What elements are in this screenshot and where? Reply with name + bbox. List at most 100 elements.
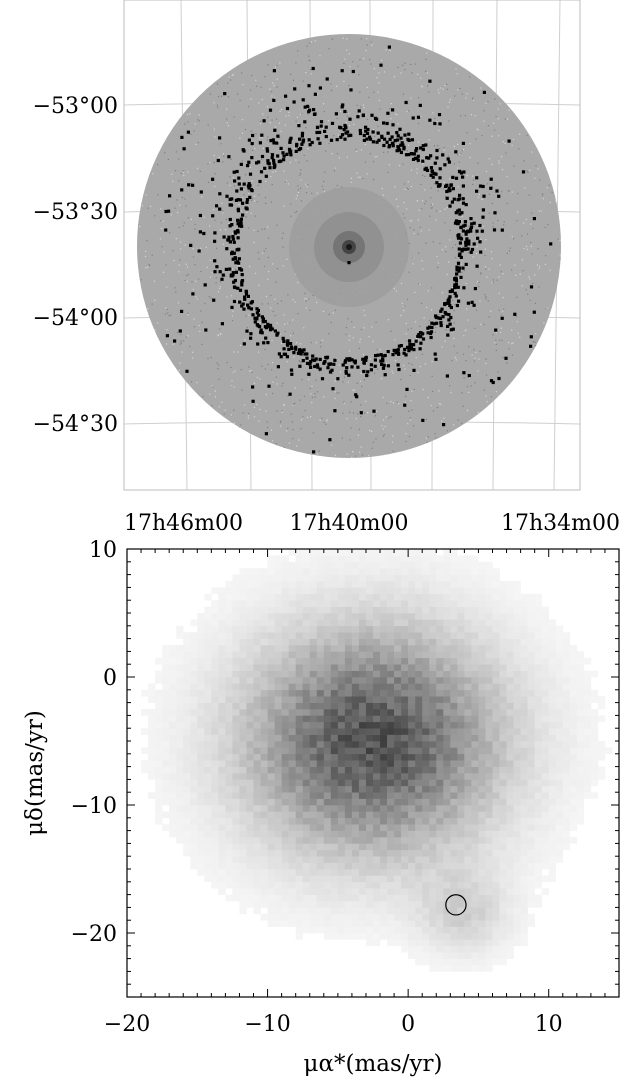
member-point xyxy=(467,242,471,246)
density-cell xyxy=(274,785,282,793)
field-speckle xyxy=(230,158,232,160)
density-cell xyxy=(239,625,247,633)
density-cell xyxy=(302,798,311,806)
field-speckle xyxy=(509,247,511,249)
density-cell xyxy=(267,657,275,665)
field-speckle xyxy=(515,274,517,276)
field-speckle xyxy=(235,268,237,270)
density-cell xyxy=(337,837,346,844)
density-cell xyxy=(450,869,458,876)
member-point xyxy=(451,187,455,191)
density-cell xyxy=(358,875,367,883)
density-cell xyxy=(408,689,416,697)
density-cell xyxy=(401,555,409,563)
density-cell xyxy=(190,766,198,774)
density-cell xyxy=(365,670,374,678)
member-point xyxy=(418,103,422,107)
field-speckle xyxy=(308,59,310,61)
member-point xyxy=(329,138,334,142)
member-point xyxy=(303,105,307,109)
density-cell xyxy=(365,600,374,607)
density-cell xyxy=(450,593,458,601)
field-speckle xyxy=(466,308,468,310)
density-cell xyxy=(408,549,416,556)
density-cell xyxy=(274,766,282,774)
density-cell xyxy=(408,869,416,876)
field-speckle xyxy=(491,202,493,204)
density-cell xyxy=(295,593,304,601)
member-point xyxy=(230,305,234,309)
density-cell xyxy=(274,901,282,908)
density-cell xyxy=(358,926,367,934)
field-speckle xyxy=(417,219,419,221)
field-speckle xyxy=(280,108,283,111)
density-cell xyxy=(155,805,163,812)
density-cell xyxy=(436,862,444,870)
field-speckle xyxy=(433,145,436,147)
member-point xyxy=(272,158,276,162)
density-cell xyxy=(436,728,444,735)
field-speckle xyxy=(404,62,406,64)
density-cell xyxy=(218,683,226,691)
field-speckle xyxy=(424,175,426,177)
member-point xyxy=(268,108,273,112)
density-cell xyxy=(330,875,339,883)
density-cell xyxy=(380,837,388,844)
density-cell xyxy=(316,785,325,793)
density-cell xyxy=(267,869,275,876)
density-cell xyxy=(436,798,444,806)
density-cell xyxy=(288,702,296,710)
density-cell xyxy=(464,657,472,665)
density-cell xyxy=(337,760,346,767)
density-cell xyxy=(457,881,465,889)
density-cell xyxy=(204,824,212,831)
density-cell xyxy=(401,696,409,703)
member-point xyxy=(331,387,335,391)
field-speckle xyxy=(258,258,260,260)
density-cell xyxy=(232,606,240,614)
density-cell xyxy=(295,709,304,716)
density-cell xyxy=(351,574,360,582)
density-cell xyxy=(232,862,240,870)
field-speckle xyxy=(267,64,269,66)
field-speckle xyxy=(337,134,340,136)
member-point xyxy=(470,247,474,252)
density-cell xyxy=(260,600,268,607)
member-point xyxy=(191,292,195,296)
density-cell xyxy=(148,773,156,780)
density-cell xyxy=(302,760,311,767)
member-point xyxy=(415,157,419,161)
field-speckle xyxy=(439,242,441,244)
density-cell xyxy=(197,837,205,844)
field-speckle xyxy=(286,430,288,432)
field-speckle xyxy=(433,183,435,185)
field-speckle xyxy=(430,197,432,199)
density-cell xyxy=(190,651,198,659)
density-cell xyxy=(344,862,353,870)
field-speckle xyxy=(227,96,230,98)
field-speckle xyxy=(447,155,449,157)
density-cell xyxy=(218,625,226,633)
density-cell xyxy=(401,561,409,569)
density-cell xyxy=(260,581,268,588)
member-point xyxy=(333,409,337,413)
member-point xyxy=(282,154,286,158)
member-point xyxy=(237,182,241,186)
field-speckle xyxy=(226,108,228,110)
density-cell xyxy=(281,792,289,799)
density-cell xyxy=(316,913,325,921)
field-speckle xyxy=(534,302,536,304)
field-speckle xyxy=(345,333,347,336)
member-point xyxy=(445,196,449,200)
density-cell xyxy=(387,715,395,723)
field-speckle xyxy=(248,412,250,415)
field-speckle xyxy=(371,326,373,328)
member-point xyxy=(211,177,215,181)
field-speckle xyxy=(487,183,489,185)
field-speckle xyxy=(163,251,165,253)
density-cell xyxy=(155,792,163,799)
member-point xyxy=(232,240,236,244)
density-cell xyxy=(330,837,339,844)
field-speckle xyxy=(402,93,404,95)
density-cell xyxy=(380,561,388,569)
